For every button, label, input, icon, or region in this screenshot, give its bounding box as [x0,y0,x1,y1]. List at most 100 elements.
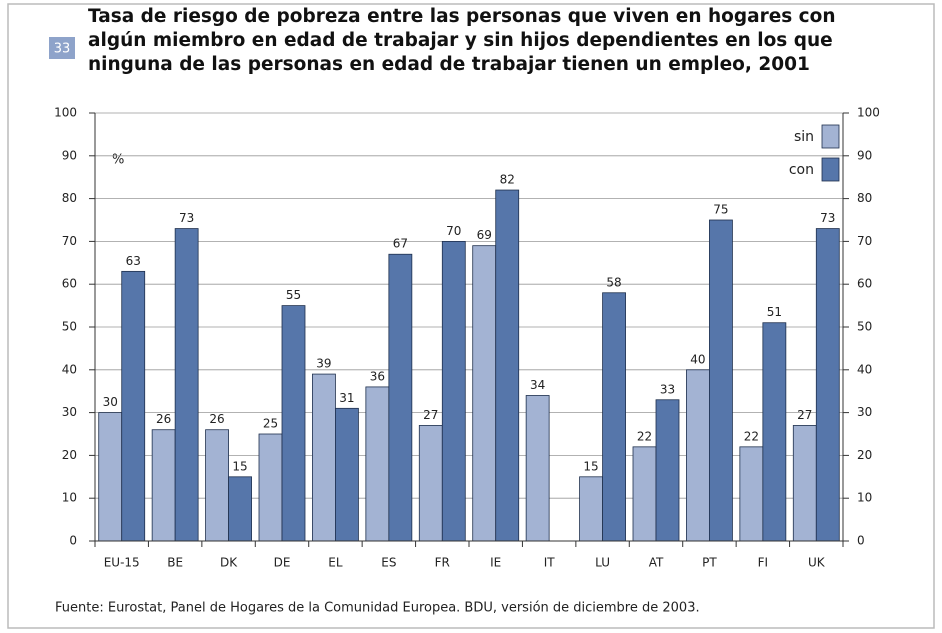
bar [602,292,626,542]
y-tick-label: 30 [62,405,77,419]
bar [815,228,840,542]
y2-tick-label: 20 [857,448,872,462]
bar [579,476,603,542]
data-label: 82 [500,173,515,187]
data-label: 58 [606,275,621,289]
data-label: 34 [530,378,545,392]
bar [762,322,787,542]
x-tick-label: FI [758,556,768,570]
data-label: 69 [477,228,492,242]
y2-tick-label: 10 [857,491,872,505]
y2-tick-label: 90 [857,148,872,162]
bar [709,219,733,542]
y-tick-label: 100 [54,106,77,120]
y-tick-label: 10 [62,491,77,505]
data-label: 25 [263,417,278,431]
y2-tick-label: 0 [857,534,865,548]
y2-tick-label: 40 [857,362,872,376]
data-label: 26 [209,412,224,426]
x-tick-label: DE [274,556,291,570]
chart-title: algún miembro en edad de trabajar y sin … [88,30,833,51]
y2-tick-label: 80 [857,191,872,205]
bar [495,189,520,542]
data-label: 75 [713,203,728,217]
data-label: 36 [370,369,385,383]
bar [281,305,306,542]
data-label: 27 [797,408,812,422]
frame [7,3,935,629]
data-label: 31 [339,391,354,405]
bar [655,399,680,542]
y-tick-label: 60 [62,277,77,291]
data-label: 73 [820,211,835,225]
data-label: 55 [286,288,301,302]
data-label: 67 [393,237,408,251]
data-label: 30 [103,395,118,409]
bar [365,386,390,542]
data-label: 39 [316,357,331,371]
figure-number: 33 [54,42,71,57]
data-label: 63 [126,254,141,268]
legend-swatch [821,157,840,182]
x-tick-label: FR [435,556,450,570]
legend-swatch [821,124,840,149]
y2-tick-label: 70 [857,234,872,248]
bar [686,369,710,542]
y-tick-label: 50 [62,320,77,334]
bar [312,373,336,542]
x-tick-label: IE [490,556,501,570]
bar [632,446,657,542]
y-tick-label: 40 [62,362,77,376]
data-label: 51 [767,305,782,319]
x-tick-label: EL [328,556,343,570]
bar [441,240,466,542]
data-label: 26 [156,412,171,426]
x-tick-label: UK [808,556,826,570]
bar [472,245,497,542]
data-label: 40 [690,352,705,366]
y-tick-label: 20 [62,448,77,462]
bar [258,433,283,542]
data-label: 73 [179,211,194,225]
bar [121,270,146,542]
x-tick-label: PT [702,556,717,570]
bar [151,429,176,542]
data-label: 15 [232,459,247,473]
chart-title: Tasa de riesgo de pobreza entre las pers… [88,6,836,27]
x-tick-label: BE [167,556,183,570]
figure-badge [49,37,75,59]
bar [525,395,550,542]
x-tick-label: ES [381,556,396,570]
y2-tick-label: 50 [857,320,872,334]
data-label: 70 [446,224,461,238]
bar [205,429,229,542]
bar [335,407,359,542]
y2-tick-label: 60 [857,277,872,291]
y-tick-label: 80 [62,191,77,205]
y2-tick-label: 100 [857,106,880,120]
bar [739,446,764,542]
bar [174,228,199,542]
x-tick-label: DK [220,556,238,570]
y2-tick-label: 30 [857,405,872,419]
x-tick-label: AT [649,556,664,570]
y-unit: % [112,153,124,168]
data-label: 33 [660,382,675,396]
bar [792,425,817,542]
source: Fuente: Eurostat, Panel de Hogares de la… [55,601,700,616]
bar [418,425,443,542]
data-label: 27 [423,408,438,422]
bar [228,476,252,542]
chart-title: ninguna de las personas en edad de traba… [88,54,810,75]
x-tick-label: EU-15 [104,556,140,570]
y-tick-label: 90 [62,148,77,162]
legend-label: sin [794,129,814,145]
y-tick-label: 0 [69,534,77,548]
data-label: 22 [744,429,759,443]
x-tick-label: LU [595,556,610,570]
data-label: 15 [583,459,598,473]
legend-label: con [789,162,814,178]
x-tick-label: IT [544,556,556,570]
